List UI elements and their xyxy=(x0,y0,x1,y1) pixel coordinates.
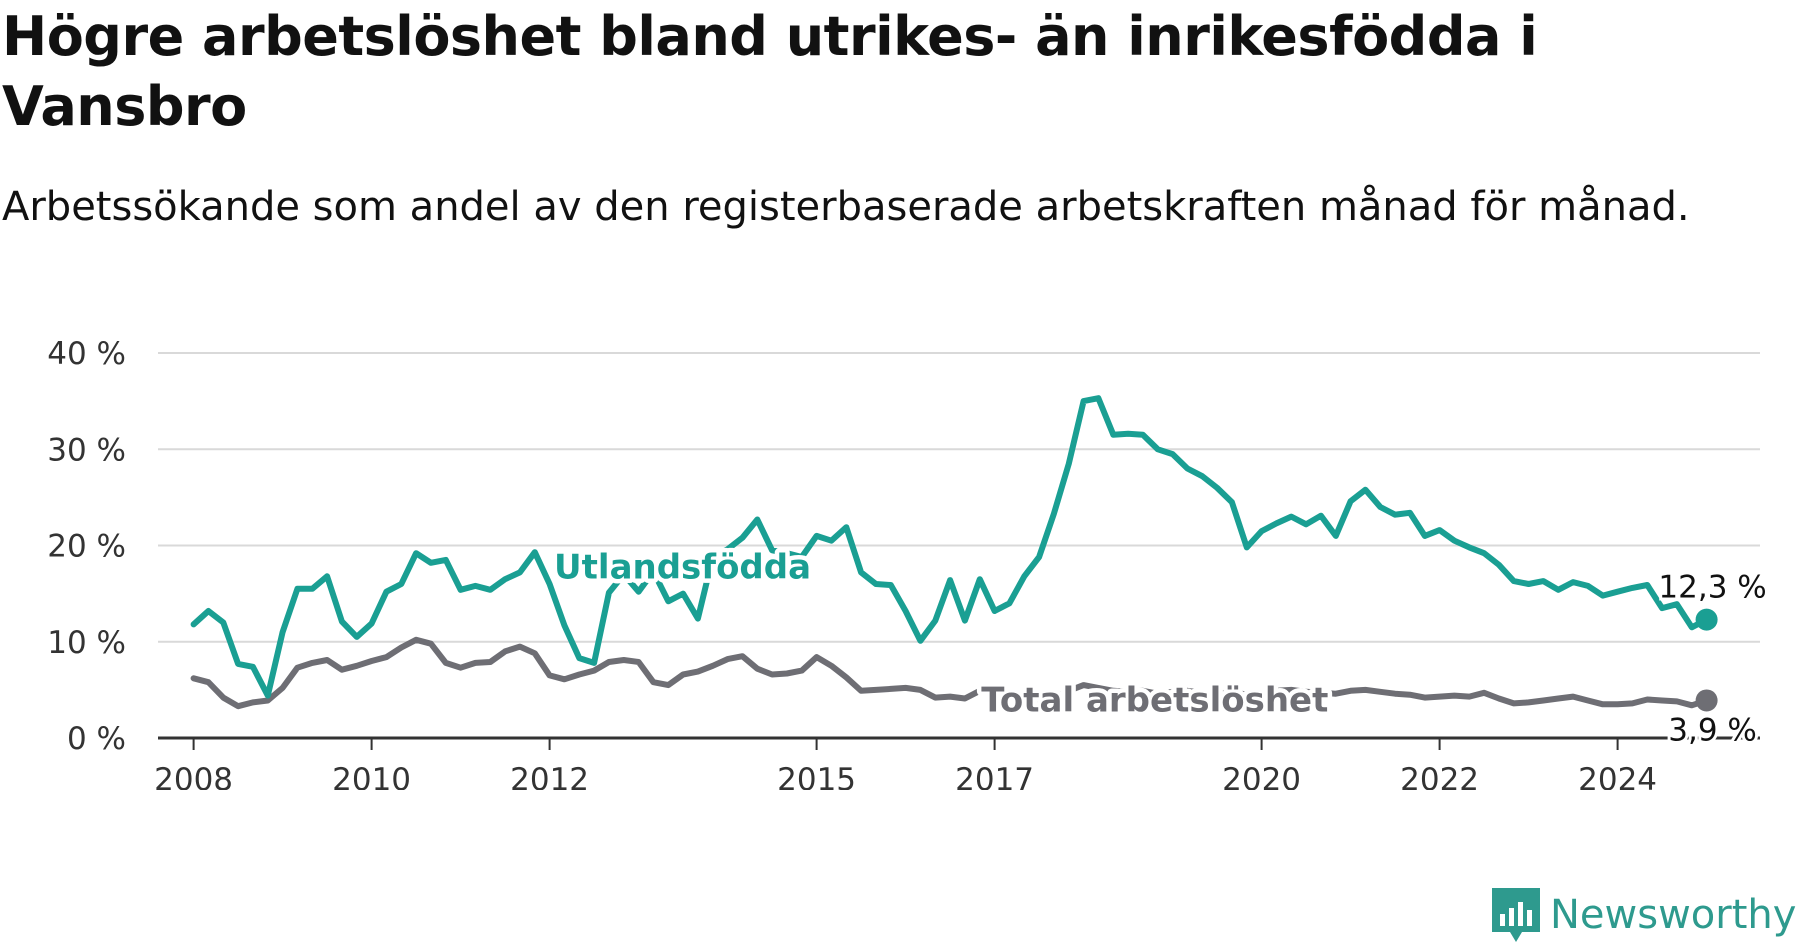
series-labels: Utlandsfödda Total arbetslöshet xyxy=(550,543,1333,725)
y-tick-label: 40 % xyxy=(47,336,126,372)
line-chart: 0 % 10 % 20 % 30 % 40 % 2008 2010 2012 2015 2017… xyxy=(47,336,1770,790)
series-line-foreign xyxy=(190,395,1710,699)
logo-text: Newsworthy xyxy=(1550,892,1797,938)
x-axis-ticks: 2008 2010 2012 2015 2017 2020 2022 2024 xyxy=(154,738,1657,790)
x-tick-label: 2024 xyxy=(1578,762,1657,790)
series-lines xyxy=(190,395,1710,710)
end-value-label-foreign: 12,3 % xyxy=(1658,570,1766,606)
chart-title: Högre arbetslöshet bland utrikes- än inr… xyxy=(2,5,1538,138)
x-tick-label: 2012 xyxy=(510,762,589,790)
end-marker-total xyxy=(1695,689,1718,712)
y-tick-label: 30 % xyxy=(47,432,126,468)
y-tick-label: 10 % xyxy=(47,625,126,661)
gridlines xyxy=(158,352,1760,740)
series-label-total: Total arbetslöshet xyxy=(981,681,1328,721)
newsworthy-logo[interactable]: Newsworthy xyxy=(1492,888,1796,942)
x-tick-label: 2020 xyxy=(1222,762,1301,790)
newsworthy-logo-icon xyxy=(1492,888,1540,942)
x-tick-label: 2010 xyxy=(332,762,411,790)
series-label-foreign: Utlandsfödda xyxy=(554,548,811,588)
end-marker-foreign xyxy=(1695,608,1718,631)
x-tick-label: 2017 xyxy=(955,762,1034,790)
x-tick-label: 2015 xyxy=(777,762,856,790)
y-axis-ticks: 0 % 10 % 20 % 30 % 40 % xyxy=(47,336,126,757)
chart-subtitle: Arbetssökande som andel av den registerb… xyxy=(2,184,1690,230)
y-tick-label: 20 % xyxy=(47,529,126,565)
x-tick-label: 2008 xyxy=(154,762,233,790)
x-tick-label: 2022 xyxy=(1400,762,1479,790)
series-line-total xyxy=(190,636,1710,710)
y-tick-label: 0 % xyxy=(67,721,126,757)
end-value-label-total: 3,9 % xyxy=(1668,712,1757,748)
series-end-markers: 3,9 % 12,3 % xyxy=(1655,567,1769,752)
